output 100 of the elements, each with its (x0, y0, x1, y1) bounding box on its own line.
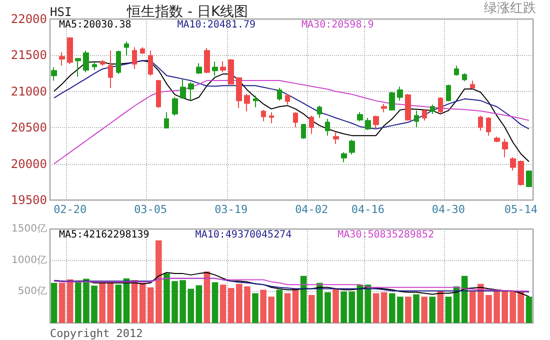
line-series (54, 80, 530, 164)
bar (461, 276, 468, 323)
candlestick (293, 112, 298, 128)
y-tick-label: 1000亿 (12, 254, 47, 266)
candlestick (59, 52, 65, 66)
bar (372, 293, 380, 323)
candlestick (357, 112, 363, 122)
text: 绿涨红跌 (484, 1, 536, 16)
text: MA10:49370045274 (195, 230, 292, 240)
candlestick (148, 50, 153, 76)
candlestick (108, 50, 113, 88)
line-series (54, 60, 530, 162)
candlestick (518, 160, 524, 186)
x-tick-label: 04-30 (432, 203, 466, 216)
candlestick (462, 72, 467, 82)
bar (300, 276, 307, 323)
candlestick (373, 115, 379, 130)
x-tick-label: 05-14 (504, 203, 538, 216)
candlestick (92, 62, 97, 70)
y-tick-label: 20000 (10, 156, 47, 171)
bar (332, 288, 339, 323)
y-tick-label: 21000 (10, 84, 47, 98)
bar (115, 284, 122, 323)
text: MA30:50835289852 (338, 230, 434, 240)
candlestick (75, 57, 81, 78)
candlestick (244, 93, 250, 112)
text: MA5:42162298139 (59, 230, 150, 240)
bar (405, 296, 412, 323)
candlestick (188, 82, 194, 102)
candlestick (405, 93, 411, 122)
candlestick (389, 91, 395, 112)
candlestick (470, 80, 475, 90)
bar (292, 288, 299, 323)
x-tick-label: 04-16 (351, 203, 385, 216)
bar (66, 279, 74, 323)
x-tick-label: 03-05 (134, 203, 168, 216)
candlestick (486, 116, 491, 136)
candlestick (180, 78, 186, 100)
bar (196, 285, 202, 323)
bar (212, 282, 218, 323)
candlestick (236, 76, 242, 108)
candlestick (285, 93, 290, 106)
text: MA5:20030.38 (59, 20, 132, 30)
y-tick-label: 22000 (10, 12, 47, 26)
candlestick (212, 61, 218, 76)
candlestick (253, 95, 258, 108)
y-tick-label: 19500 (10, 193, 47, 207)
y-tick-label: 1500亿 (12, 224, 47, 234)
bar (445, 296, 452, 323)
candlestick (156, 79, 161, 108)
bar (364, 284, 372, 323)
line-series (54, 60, 530, 130)
candlestick (381, 103, 387, 113)
bar (58, 282, 66, 323)
candlestick (196, 62, 202, 74)
text: HSI (50, 5, 72, 19)
candlestick (172, 96, 178, 116)
bar (204, 271, 210, 323)
candlestick (51, 66, 57, 82)
candlestick (349, 139, 355, 156)
bar (413, 294, 420, 323)
bar (284, 293, 291, 323)
y-tick-label: 500亿 (18, 286, 47, 298)
bar (50, 282, 58, 323)
candlestick (341, 152, 347, 163)
bar (437, 290, 444, 323)
x-tick-label: 02-20 (54, 203, 87, 216)
candlestick (301, 123, 306, 140)
chart-title: 恒生指数 - 日K线图 (126, 4, 248, 20)
text: MA10:20481.79 (177, 20, 256, 30)
candlestick (277, 87, 282, 102)
bar (220, 284, 226, 323)
candlestick (309, 115, 314, 134)
bar (356, 284, 364, 323)
candlestick (430, 104, 435, 114)
bar (421, 296, 428, 323)
bar (380, 292, 388, 323)
candlestick (454, 65, 459, 76)
text: MA30:20598.9 (302, 20, 374, 30)
candlestick (333, 132, 339, 144)
candlestick (502, 138, 508, 158)
bar (276, 290, 283, 323)
x-tick-label: 04-02 (295, 203, 328, 216)
candlestick (510, 156, 516, 172)
bar (252, 293, 258, 323)
candlestick (100, 59, 105, 66)
bar (139, 282, 146, 323)
candlestick (132, 46, 137, 70)
candlestick (140, 46, 145, 54)
candlestick (83, 50, 89, 73)
candlestick (269, 112, 274, 124)
candlestick (446, 84, 451, 102)
candlestick (397, 86, 403, 102)
candlestick (422, 108, 427, 122)
candlestick (116, 50, 121, 74)
candlestick (414, 110, 419, 128)
candlestick (478, 115, 483, 132)
candlestick (325, 118, 330, 136)
candlestick (438, 96, 443, 114)
bar (308, 294, 315, 323)
